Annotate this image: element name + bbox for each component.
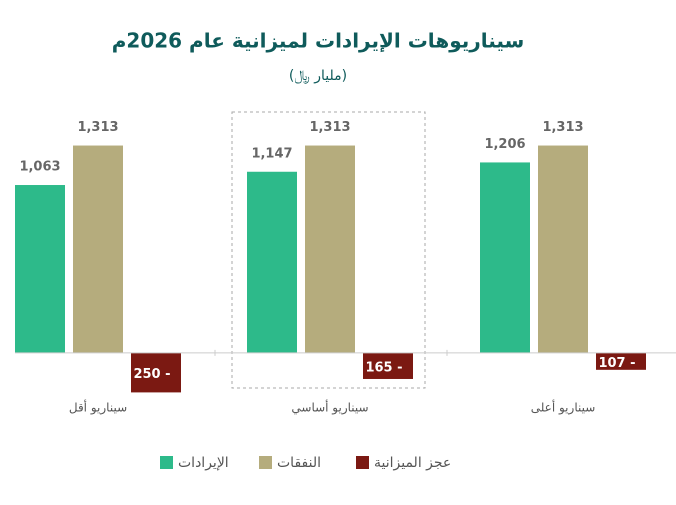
value-label: 165 - [365,360,402,375]
legend-swatch [160,456,173,469]
value-label: 250 - [133,367,170,382]
value-label: 1,313 [77,120,118,135]
chart-subtitle: (مليار ﷼) [289,68,347,84]
legend-label: النفقات [277,455,321,471]
bar [73,145,123,353]
chart-title: سيناريوهات الإيرادات لميزانية عام 2026م [112,29,525,53]
value-label: 1,063 [19,160,60,175]
legend-swatch [259,456,272,469]
x-tick-label: سيناريو أعلى [531,400,596,416]
x-tick-label: سيناريو أساسي [291,400,368,416]
bar [247,171,297,353]
bar [596,352,646,370]
value-label: 1,313 [542,120,583,135]
highlight-box [231,111,426,389]
value-label: 1,147 [251,146,292,161]
bar [480,162,530,353]
legend-label: عجز الميزانية [374,455,451,471]
legend-swatch [356,456,369,469]
bar [363,352,413,379]
bar [15,185,65,353]
value-label: 1,313 [309,120,350,135]
bar [538,145,588,353]
value-label: 107 - [598,356,635,371]
x-tick-label: سيناريو أقل [69,400,127,416]
bar [131,352,181,393]
legend-label: الإيرادات [178,455,229,471]
bar [305,145,355,353]
value-label: 1,206 [484,137,525,152]
